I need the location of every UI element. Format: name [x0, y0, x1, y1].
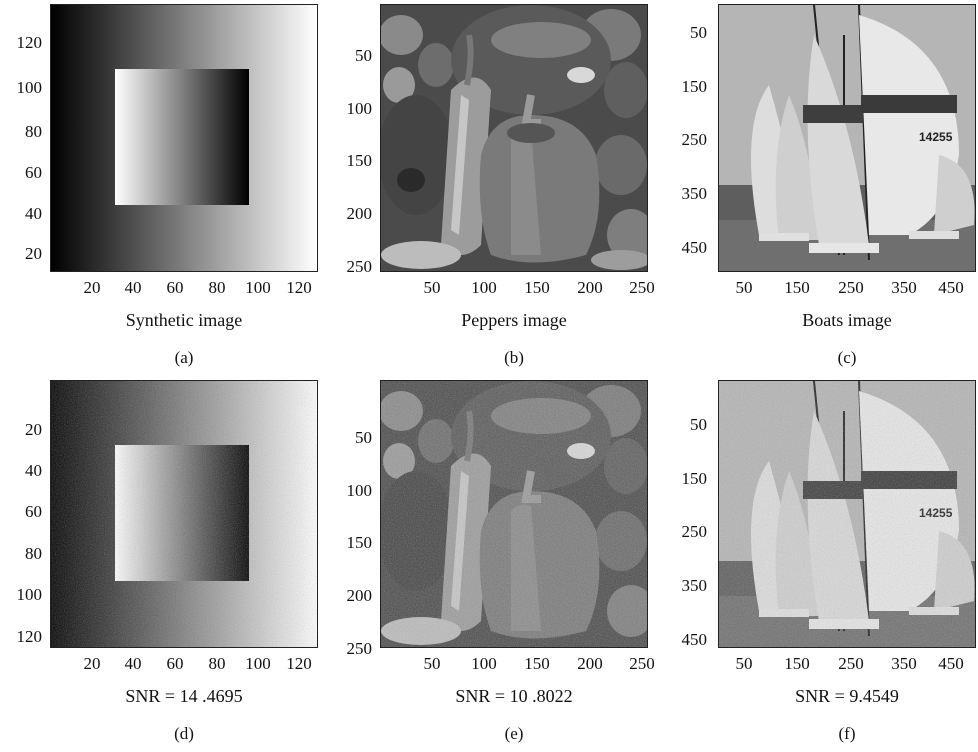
y-tick: 100	[16, 78, 43, 97]
panel-d: 20 40 60 80 100 120 20 40 60 80 100 120 …	[0, 376, 326, 752]
panel-c: 14255 50 150 250 350 450 50 150 250 350 …	[652, 0, 978, 376]
caption: SNR = 9.4549	[795, 686, 899, 706]
y-tick: 150	[681, 469, 708, 488]
sail-number: 14255	[919, 130, 953, 144]
synthetic-image	[50, 4, 318, 272]
panel-e: 50 100 150 200 250 50 100 150 200 250 SN…	[326, 376, 655, 752]
x-tick: 50	[735, 278, 753, 297]
panel-f: 14255 50 150 250 350 450 50 150 250 350 …	[652, 376, 978, 752]
y-tick: 450	[681, 630, 708, 649]
y-tick: 120	[16, 627, 43, 646]
y-tick: 120	[16, 33, 43, 52]
caption: Synthetic image	[125, 310, 243, 330]
x-tick: 250	[629, 654, 655, 673]
y-tick: 350	[681, 184, 708, 203]
noisy-synthetic-image	[50, 380, 318, 648]
x-tick: 250	[838, 654, 864, 673]
y-tick: 250	[681, 522, 708, 541]
x-tick: 150	[784, 278, 810, 297]
x-tick: 350	[891, 654, 917, 673]
y-tick: 50	[690, 415, 707, 434]
y-tick: 20	[25, 244, 42, 263]
panel-a: 120 100 80 60 40 20 20 40 60 80 100 120 …	[0, 0, 326, 376]
x-tick: 450	[938, 278, 964, 297]
x-tick: 40	[124, 654, 142, 673]
x-tick: 100	[471, 654, 497, 673]
y-tick: 350	[681, 576, 708, 595]
y-tick: 150	[681, 77, 708, 96]
x-tick: 20	[83, 654, 101, 673]
x-tick: 50	[423, 654, 441, 673]
y-tick: 100	[346, 99, 373, 118]
y-tick: 250	[681, 130, 708, 149]
x-tick: 450	[938, 654, 964, 673]
x-tick: 250	[629, 278, 655, 297]
x-tick: 150	[524, 654, 550, 673]
x-tick: 120	[286, 278, 312, 297]
y-tick: 200	[346, 586, 373, 605]
y-tick: 50	[690, 23, 707, 42]
x-tick: 40	[124, 278, 142, 297]
y-tick: 80	[25, 544, 42, 563]
y-tick: 200	[346, 204, 373, 223]
caption: Boats image	[802, 310, 892, 330]
x-tick: 350	[891, 278, 917, 297]
y-tick: 20	[25, 420, 42, 439]
y-tick: 40	[25, 461, 42, 480]
x-tick: 100	[471, 278, 497, 297]
x-tick: 20	[83, 278, 101, 297]
noisy-peppers-image	[380, 380, 648, 648]
caption: SNR = 10 .8022	[455, 686, 573, 706]
subfigure-label: (e)	[504, 724, 524, 743]
x-tick: 100	[245, 654, 271, 673]
x-tick: 60	[166, 278, 184, 297]
y-tick: 60	[25, 163, 42, 182]
subfigure-label: (c)	[837, 348, 857, 367]
y-tick: 100	[16, 585, 43, 604]
subfigure-label: (b)	[504, 348, 524, 367]
y-tick: 50	[355, 46, 372, 65]
y-tick: 50	[355, 428, 372, 447]
caption: Peppers image	[461, 310, 567, 330]
y-tick: 150	[346, 151, 373, 170]
x-tick: 80	[208, 278, 226, 297]
x-tick: 150	[524, 278, 550, 297]
y-tick: 80	[25, 122, 42, 141]
x-tick: 200	[577, 654, 603, 673]
y-tick: 250	[346, 639, 373, 658]
caption: SNR = 14 .4695	[125, 686, 243, 706]
panel-b: 50 100 150 200 250 50 100 150 200 250 Pe…	[326, 0, 655, 376]
subfigure-label: (d)	[174, 724, 194, 743]
y-tick: 150	[346, 533, 373, 552]
x-tick: 50	[735, 654, 753, 673]
boats-image: 14255	[718, 4, 976, 272]
x-tick: 120	[286, 654, 312, 673]
x-tick: 200	[577, 278, 603, 297]
y-tick: 250	[346, 257, 373, 276]
subfigure-label: (a)	[174, 348, 194, 367]
y-tick: 60	[25, 502, 42, 521]
noisy-boats-image: 14255	[718, 380, 976, 648]
y-tick: 450	[681, 238, 708, 257]
subfigure-label: (f)	[838, 724, 856, 743]
x-tick: 80	[208, 654, 226, 673]
y-tick: 40	[25, 204, 42, 223]
x-tick: 60	[166, 654, 184, 673]
y-tick: 100	[346, 481, 373, 500]
x-tick: 250	[838, 278, 864, 297]
x-tick: 50	[423, 278, 441, 297]
x-tick: 100	[245, 278, 271, 297]
peppers-image	[380, 4, 648, 272]
x-tick: 150	[784, 654, 810, 673]
